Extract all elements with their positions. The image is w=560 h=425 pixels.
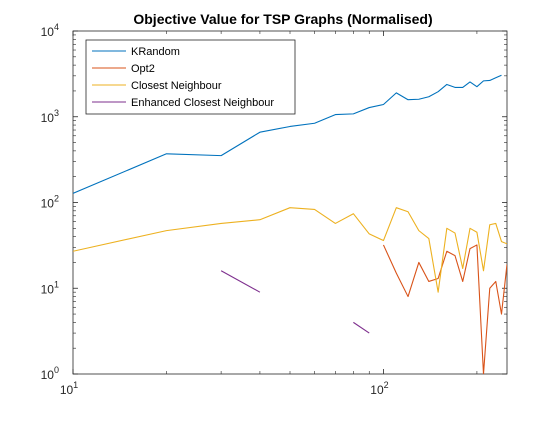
series-lines (73, 74, 507, 374)
x-tick-label: 102 (370, 380, 388, 397)
series-line-opt2 (382, 244, 507, 374)
y-tick-label: 101 (41, 279, 59, 296)
legend-label-enhanced-closest-neighbour: Enhanced Closest Neighbour (131, 97, 274, 109)
y-tick-label: 103 (41, 108, 59, 125)
x-tick-label: 101 (60, 380, 78, 397)
series-line-krandom (73, 74, 502, 194)
legend-label-krandom: KRandom (131, 46, 180, 58)
legend-label-closest-neighbour: Closest Neighbour (131, 80, 222, 92)
chart-title: Objective Value for TSP Graphs (Normalis… (133, 11, 432, 27)
series-line-closest-neighbour (73, 207, 507, 293)
legend: KRandom Opt2 Closest Neighbour Enhanced Clo… (85, 39, 296, 115)
series-line-enhanced-closest-neighbour (220, 270, 261, 293)
y-tick-label: 104 (41, 22, 59, 39)
legend-label-opt2: Opt2 (131, 63, 155, 75)
y-tick-label: 102 (41, 194, 59, 211)
y-tick-label: 100 (41, 365, 59, 382)
series-line-enhanced-closest-neighbour (353, 321, 370, 334)
